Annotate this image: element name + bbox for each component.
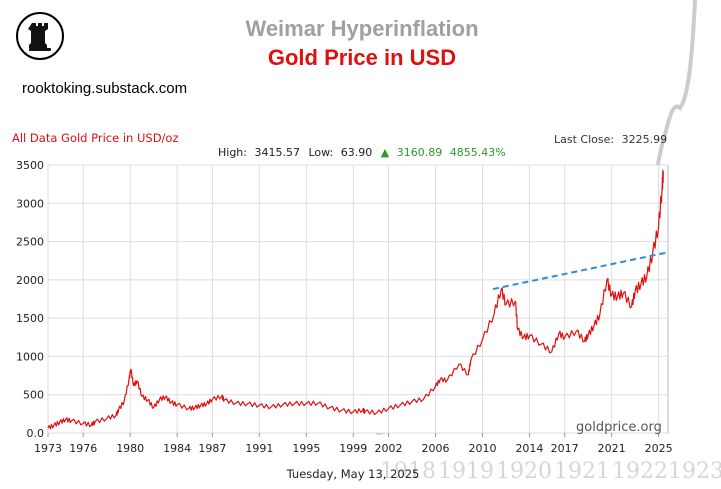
- last-close-label: Last Close:: [554, 133, 614, 146]
- stats-line: High: 3415.57 Low: 63.90 ▲ 3160.89 4855.…: [218, 146, 506, 159]
- change-pct: 4855.43%: [450, 146, 506, 159]
- logo: [16, 12, 64, 60]
- y-tick-label: 1500: [16, 312, 44, 325]
- overlay-x-label: 1918: [380, 459, 436, 484]
- x-tick-label: 1995: [292, 442, 320, 455]
- x-tick-label: 2010: [468, 442, 496, 455]
- overlay-subtitle: Gold Price in USD: [268, 45, 456, 70]
- high-value: 3415.57: [255, 146, 301, 159]
- x-tick-label: 2025: [645, 442, 673, 455]
- watermark: goldprice.org: [576, 420, 662, 435]
- x-tick-label: 2006: [422, 442, 450, 455]
- date-label: Tuesday, May 13, 2025: [286, 467, 420, 481]
- last-close-value: 3225.99: [622, 133, 668, 146]
- x-tick-label: 1991: [245, 442, 273, 455]
- last-close: Last Close: 3225.99: [554, 133, 667, 146]
- y-tick-label: 2000: [16, 274, 44, 287]
- x-tick-label: 2021: [598, 442, 626, 455]
- x-tick-label: 2014: [515, 442, 543, 455]
- x-tick-label: 2017: [551, 442, 579, 455]
- y-tick-label: 1000: [16, 350, 44, 363]
- rook-chess-icon: [28, 23, 51, 51]
- x-tick-label: 1987: [198, 442, 226, 455]
- low-label: Low:: [309, 146, 334, 159]
- low-value: 63.90: [341, 146, 373, 159]
- site-label: rooktoking.substack.com: [22, 80, 187, 97]
- overlay-x-label: 1923: [668, 459, 721, 484]
- gold-price-line: [47, 169, 664, 430]
- x-tick-label: 1980: [116, 442, 144, 455]
- x-tick-label: 2002: [375, 442, 403, 455]
- overlay-x-label: 1921: [554, 459, 610, 484]
- y-tick-label: 3000: [16, 197, 44, 210]
- x-tick-label: 1976: [69, 442, 97, 455]
- change-value: 3160.89: [397, 146, 443, 159]
- overlay-x-label: 1919: [438, 459, 494, 484]
- y-tick-label: 2500: [16, 236, 44, 249]
- y-tick-label: 3500: [16, 159, 44, 172]
- x-tick-label: 1984: [163, 442, 191, 455]
- overlay-x-label: 1922: [612, 459, 668, 484]
- x-tick-label: 1973: [34, 442, 62, 455]
- chart-title: All Data Gold Price in USD/oz: [12, 131, 179, 145]
- overlay-x-label: 1920: [496, 459, 552, 484]
- change-arrow: ▲: [381, 146, 390, 159]
- high-label: High:: [218, 146, 247, 159]
- overlay-title: Weimar Hyperinflation: [245, 16, 478, 41]
- y-tick-label: 0.0: [27, 427, 45, 440]
- y-tick-label: 500: [23, 389, 44, 402]
- x-tick-label: 1999: [339, 442, 367, 455]
